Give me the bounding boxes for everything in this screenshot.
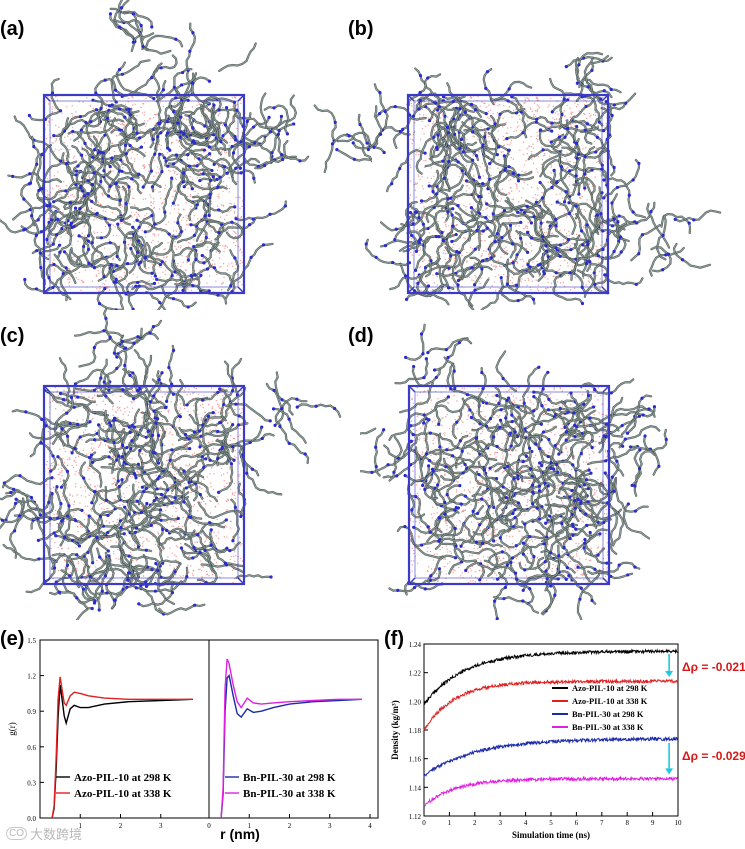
watermark-text: 大数跨境 bbox=[30, 827, 83, 842]
rdf-xtick-label: 0 bbox=[207, 822, 211, 830]
panel-label-a: (a) bbox=[0, 18, 25, 40]
density-ytick-label: 1.24 bbox=[409, 641, 422, 649]
simulation-box-frame bbox=[406, 93, 610, 295]
rdf-series-line-left-1 bbox=[51, 676, 193, 819]
density-ytick-label: 1.22 bbox=[409, 670, 422, 678]
density-series-line-2 bbox=[423, 735, 679, 778]
polymer-chains bbox=[0, 308, 342, 620]
simulation-box-image-c bbox=[0, 308, 342, 620]
density-xtick-label: 10 bbox=[675, 819, 683, 827]
density-ytick-label: 1.16 bbox=[409, 756, 422, 764]
simulation-scene bbox=[0, 308, 342, 620]
simulation-scene bbox=[357, 51, 722, 310]
simulation-box-frame bbox=[42, 384, 246, 586]
density-xtick-label: 6 bbox=[575, 819, 579, 827]
density-xtick-label: 8 bbox=[625, 819, 629, 827]
simulation-box-image-a bbox=[0, 0, 372, 310]
density-xlabel: Simulation time (ns) bbox=[512, 830, 590, 840]
rdf-ytick-label: 0.9 bbox=[27, 708, 36, 716]
density-xtick-label: 4 bbox=[524, 819, 528, 827]
rdf-xtick-label: 3 bbox=[159, 822, 163, 830]
rdf-chart: 0.0 0.3 0.6 0.9 1.2 1.5 g(r) 1 2 3 Azo-PIL-10 at 2… bbox=[7, 637, 379, 842]
rdf-legend-label: Azo-PIL-10 at 338 K bbox=[74, 788, 172, 800]
delta-arrow-head bbox=[665, 768, 674, 775]
rdf-right-frame bbox=[208, 639, 379, 819]
density-series-line-0 bbox=[423, 648, 679, 706]
rdf-xtick-label: 1 bbox=[79, 822, 83, 830]
delta-annotation: Δρ = -0.029 bbox=[682, 749, 745, 763]
panel-label-e: (e) bbox=[0, 628, 25, 650]
rdf-ytick-label: 0.6 bbox=[27, 744, 36, 752]
density-ytick-label: 1.18 bbox=[409, 727, 422, 735]
watermark: CO 大数跨境 bbox=[6, 824, 82, 843]
rdf-xtick-label: 3 bbox=[328, 822, 332, 830]
rdf-ylabel: g(r) bbox=[7, 722, 17, 736]
panel-label-b: (b) bbox=[348, 18, 374, 40]
density-ytick-label: 1.20 bbox=[409, 698, 422, 706]
density-legend-label: Bn-PIL-30 at 338 K bbox=[572, 722, 644, 732]
simulation-box-frame bbox=[42, 93, 246, 295]
density-xtick-label: 2 bbox=[473, 819, 477, 827]
rdf-xtick-label: 1 bbox=[248, 822, 252, 830]
rdf-series-line-right-1 bbox=[220, 658, 362, 819]
density-xtick-label: 7 bbox=[600, 819, 604, 827]
rdf-xtick-label: 4 bbox=[368, 822, 372, 830]
rdf-ytick-label: 1.5 bbox=[27, 637, 36, 645]
density-series-line-3 bbox=[423, 775, 679, 807]
density-ytick-label: 1.14 bbox=[409, 784, 422, 792]
rdf-ytick-label: 0.0 bbox=[27, 815, 36, 823]
simulation-box-image-b bbox=[357, 51, 722, 310]
panel-label-d: (d) bbox=[348, 325, 374, 347]
rdf-legend-label: Azo-PIL-10 at 298 K bbox=[74, 772, 172, 784]
rdf-ytick-label: 0.3 bbox=[27, 779, 36, 787]
panel-label-c: (c) bbox=[0, 325, 25, 347]
rdf-legend-label: Bn-PIL-30 at 298 K bbox=[243, 772, 336, 784]
rdf-xtick-label: 2 bbox=[288, 822, 292, 830]
rdf-ytick-label: 1.2 bbox=[27, 673, 36, 681]
simulation-box-frame bbox=[407, 384, 611, 586]
density-xtick-label: 1 bbox=[448, 819, 452, 827]
delta-annotation: Δρ = -0.021 bbox=[682, 660, 745, 674]
density-chart: 1.12 1.14 1.16 1.18 1.20 1.22 1.24 0 1 2 3 4 5 6 7 8 9 10… bbox=[390, 641, 745, 840]
density-legend-label: Azo-PIL-10 at 298 K bbox=[572, 683, 648, 693]
panel-label-f: (f) bbox=[384, 628, 404, 650]
watermark-logo-icon: CO bbox=[6, 827, 27, 840]
density-series-line-1 bbox=[423, 678, 679, 732]
simulation-box-image-d bbox=[360, 323, 668, 620]
polymer-chains bbox=[357, 51, 722, 310]
density-ytick-label: 1.12 bbox=[409, 813, 422, 821]
rdf-xlabel: r (nm) bbox=[220, 826, 260, 842]
density-xtick-label: 0 bbox=[422, 819, 426, 827]
density-xtick-label: 9 bbox=[651, 819, 655, 827]
density-legend-label: Bn-PIL-30 at 298 K bbox=[572, 709, 644, 719]
polymer-chains bbox=[360, 323, 668, 620]
rdf-series-line-right-0 bbox=[220, 674, 362, 819]
rdf-xtick-label: 2 bbox=[119, 822, 123, 830]
simulation-scene bbox=[360, 323, 668, 620]
density-xtick-label: 5 bbox=[549, 819, 553, 827]
simulation-scene bbox=[0, 0, 372, 310]
density-xtick-label: 3 bbox=[498, 819, 502, 827]
polymer-chains bbox=[0, 0, 372, 310]
rdf-legend-label: Bn-PIL-30 at 338 K bbox=[243, 788, 336, 800]
delta-arrow-head bbox=[665, 670, 674, 677]
density-ylabel: Density (kg/m³) bbox=[390, 700, 400, 759]
density-legend-label: Azo-PIL-10 at 338 K bbox=[572, 696, 648, 706]
